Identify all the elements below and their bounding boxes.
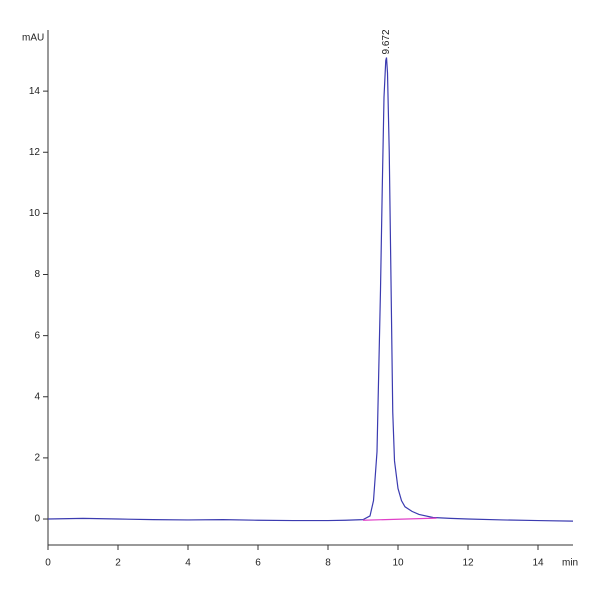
y-tick-label: 12	[29, 147, 41, 158]
peak-label: 9.672	[381, 29, 392, 54]
x-tick-label: 12	[462, 558, 474, 569]
y-tick-label: 2	[34, 453, 40, 464]
x-tick-label: 0	[45, 558, 51, 569]
trace-line	[362, 517, 437, 521]
x-tick-label: 8	[325, 558, 331, 569]
x-tick-label: 4	[185, 558, 191, 569]
y-axis-label: mAU	[22, 33, 44, 44]
trace-line	[47, 57, 574, 522]
y-tick-label: 10	[29, 208, 41, 219]
y-tick-label: 14	[29, 86, 41, 97]
y-tick-label: 6	[34, 330, 40, 341]
x-tick-label: 6	[255, 558, 261, 569]
y-tick-label: 8	[34, 269, 40, 280]
x-axis-label: min	[562, 558, 578, 569]
y-tick-label: 4	[34, 391, 40, 402]
x-tick-label: 2	[115, 558, 121, 569]
y-tick-label: 0	[34, 514, 40, 525]
x-tick-label: 14	[532, 558, 544, 569]
x-tick-label: 10	[392, 558, 404, 569]
